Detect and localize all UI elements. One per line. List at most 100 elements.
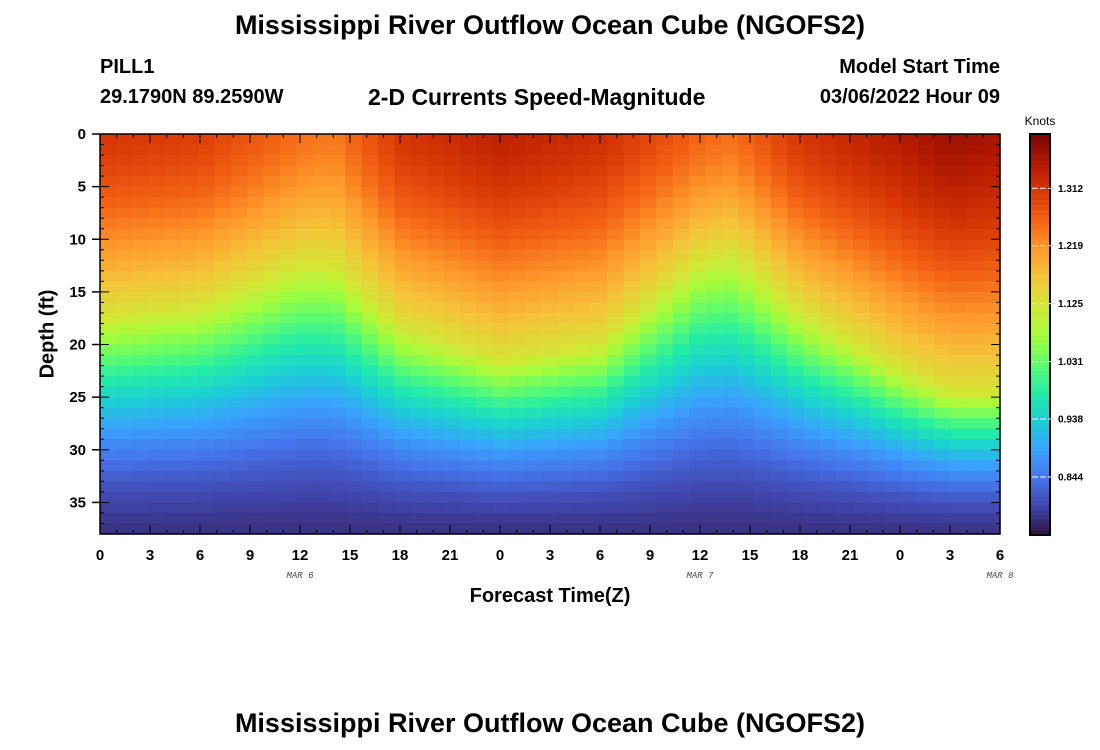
heatmap-cell bbox=[738, 449, 756, 461]
heatmap-cell bbox=[149, 302, 167, 314]
heatmap-cell bbox=[165, 134, 183, 146]
heatmap-cell bbox=[427, 312, 445, 325]
heatmap-cell bbox=[280, 386, 297, 398]
heatmap-cell bbox=[116, 134, 134, 146]
heatmap-cell bbox=[623, 218, 641, 230]
heatmap-cell bbox=[705, 144, 723, 156]
heatmap-cell bbox=[329, 523, 347, 535]
heatmap-cell bbox=[590, 144, 608, 156]
heatmap-cell bbox=[263, 407, 281, 419]
heatmap-cell bbox=[525, 439, 543, 451]
heatmap-cell bbox=[721, 470, 739, 482]
heatmap-cell bbox=[623, 481, 641, 493]
x-tick-label: 15 bbox=[342, 547, 359, 564]
heatmap-cell bbox=[918, 439, 936, 451]
heatmap-cell bbox=[705, 355, 723, 367]
heatmap-cell bbox=[656, 523, 674, 535]
heatmap-cell bbox=[443, 334, 461, 346]
heatmap-cell bbox=[460, 523, 477, 535]
heatmap-cell bbox=[296, 260, 314, 272]
heatmap-cell bbox=[263, 270, 281, 282]
heatmap-cell bbox=[967, 460, 985, 472]
heatmap-cell bbox=[492, 270, 510, 282]
heatmap-cell bbox=[558, 228, 576, 240]
heatmap-cell bbox=[787, 470, 805, 482]
heatmap-cell bbox=[836, 155, 854, 167]
heatmap-cell bbox=[640, 144, 657, 156]
heatmap-cell bbox=[836, 281, 854, 293]
heatmap-cell bbox=[476, 512, 494, 525]
heatmap-cell bbox=[607, 239, 625, 251]
heatmap-cell bbox=[525, 302, 543, 314]
heatmap-cell bbox=[460, 407, 477, 419]
heatmap-cell bbox=[230, 260, 248, 272]
heatmap-cell bbox=[427, 512, 445, 525]
heatmap-cell bbox=[149, 249, 167, 261]
heatmap-cell bbox=[427, 334, 445, 346]
heatmap-cell bbox=[492, 134, 510, 146]
heatmap-cell bbox=[345, 260, 363, 272]
heatmap-cell bbox=[623, 344, 641, 356]
heatmap-cell bbox=[934, 470, 952, 482]
heatmap-cell bbox=[329, 144, 347, 156]
heatmap-cell bbox=[263, 386, 281, 398]
heatmap-cell bbox=[705, 512, 723, 525]
heatmap-cell bbox=[132, 386, 150, 398]
heatmap-cell bbox=[918, 134, 936, 146]
heatmap-cell bbox=[689, 376, 707, 388]
heatmap-cell bbox=[558, 302, 576, 314]
heatmap-cell bbox=[181, 134, 199, 146]
colorbar-swatch bbox=[1030, 199, 1050, 205]
heatmap-cell bbox=[460, 502, 477, 514]
heatmap-cell bbox=[721, 523, 739, 535]
heatmap-cell bbox=[983, 428, 1001, 440]
heatmap-cell bbox=[967, 386, 985, 398]
heatmap-cell bbox=[705, 428, 723, 440]
heatmap-cell bbox=[247, 523, 265, 535]
heatmap-cell bbox=[410, 470, 428, 482]
colorbar-swatch bbox=[1030, 504, 1050, 511]
heatmap-cell bbox=[607, 502, 625, 514]
heatmap-cell bbox=[656, 270, 674, 282]
heatmap-cell bbox=[754, 134, 772, 146]
heatmap-cell bbox=[247, 481, 265, 493]
heatmap-cell bbox=[901, 491, 919, 504]
heatmap-cell bbox=[689, 334, 707, 346]
heatmap-cell bbox=[869, 523, 887, 535]
heatmap-cell bbox=[754, 155, 772, 167]
heatmap-cell bbox=[852, 491, 870, 504]
heatmap-cell bbox=[803, 470, 821, 482]
heatmap-cell bbox=[198, 512, 216, 525]
heatmap-cell bbox=[607, 470, 625, 482]
heatmap-cell bbox=[803, 397, 821, 409]
heatmap-cell bbox=[950, 355, 968, 367]
heatmap-cell bbox=[574, 302, 592, 314]
heatmap-cell bbox=[754, 502, 772, 514]
y-tick-label: 30 bbox=[69, 442, 86, 459]
heatmap-cell bbox=[754, 165, 772, 177]
heatmap-cell bbox=[165, 165, 183, 177]
heatmap-cell bbox=[689, 312, 707, 325]
heatmap-cell bbox=[705, 186, 723, 198]
heatmap-cell bbox=[525, 365, 543, 377]
heatmap-cell bbox=[329, 323, 347, 335]
heatmap-cell bbox=[132, 460, 150, 472]
heatmap-cell bbox=[280, 134, 297, 146]
heatmap-cell bbox=[525, 418, 543, 430]
heatmap-cell bbox=[460, 355, 477, 367]
colorbar-swatch bbox=[1030, 304, 1050, 311]
heatmap-cell bbox=[329, 397, 347, 409]
heatmap-cell bbox=[214, 428, 232, 440]
heatmap-cell bbox=[230, 334, 248, 346]
heatmap-cell bbox=[263, 460, 281, 472]
heatmap-cell bbox=[394, 186, 412, 198]
heatmap-cell bbox=[901, 418, 919, 430]
heatmap-cell bbox=[476, 418, 494, 430]
heatmap-cell bbox=[329, 312, 347, 325]
heatmap-cell bbox=[885, 207, 903, 219]
heatmap-cell bbox=[149, 155, 167, 167]
heatmap-cell bbox=[967, 134, 985, 146]
heatmap-cell bbox=[623, 428, 641, 440]
heatmap-cell bbox=[476, 365, 494, 377]
heatmap-cell bbox=[509, 270, 527, 282]
